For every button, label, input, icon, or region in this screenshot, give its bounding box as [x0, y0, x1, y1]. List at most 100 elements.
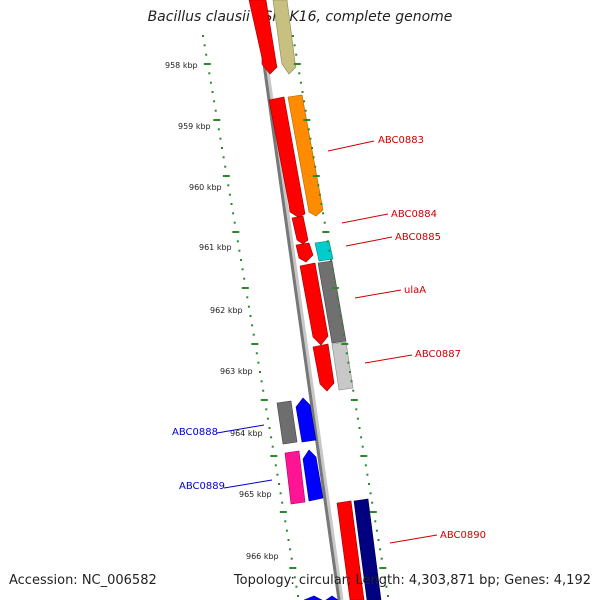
scale-dot	[214, 109, 217, 112]
scale-dot	[268, 427, 271, 429]
scale-dot	[377, 539, 380, 541]
scale-dot	[333, 277, 336, 280]
scale-dot	[240, 259, 242, 261]
scale-dot	[349, 371, 351, 373]
scale-dot	[241, 268, 244, 271]
scale-dot	[266, 417, 269, 420]
scale-major-tick	[270, 455, 278, 457]
gene-label-abc0888[interactable]: ABC0888	[172, 427, 218, 438]
gene-label-abc0889[interactable]: ABC0889	[179, 481, 225, 492]
scale-dot	[379, 548, 382, 551]
scale-dot	[383, 576, 386, 579]
gene-arrow[interactable]	[312, 343, 335, 392]
scale-dot	[347, 361, 350, 364]
gene-arrow[interactable]	[325, 595, 339, 600]
scale-dot	[301, 91, 304, 93]
gene-arrow[interactable]	[353, 498, 382, 600]
topology-text: Topology: circular; Length: 4,303,871 bp…	[233, 573, 591, 588]
gene-label-abc0890[interactable]: ABC0890	[440, 530, 486, 541]
gene-arrow[interactable]	[317, 260, 347, 344]
scale-major-tick	[379, 567, 387, 569]
scale-dot	[358, 427, 361, 429]
scale-dot	[304, 109, 307, 112]
scale-dot	[224, 165, 227, 168]
scale-major-tick	[222, 175, 230, 177]
gene-arrow[interactable]	[295, 397, 317, 443]
scale-dot	[232, 212, 235, 215]
gene-arrow[interactable]	[302, 449, 324, 502]
scale-dot	[307, 128, 310, 131]
leader-line	[364, 354, 413, 364]
gene-label-abc0887[interactable]: ABC0887	[415, 349, 461, 360]
scale-dot	[345, 352, 348, 355]
scale-dot	[247, 305, 250, 308]
scale-major-tick	[213, 119, 221, 121]
gene-arrow[interactable]	[284, 450, 306, 505]
leader-line	[223, 479, 273, 489]
label-leaders	[216, 140, 438, 544]
kbp-tick-labels: 958 kbp 959 kbp 960 kbp 961 kbp 962 kbp …	[165, 61, 279, 561]
scale-major-tick	[303, 119, 311, 121]
gene-arrow[interactable]	[299, 262, 329, 346]
scale-dot	[368, 483, 370, 485]
scale-dot	[221, 147, 223, 149]
gene-label-abc0884[interactable]: ABC0884	[391, 209, 437, 220]
scale-dot	[279, 492, 282, 495]
scale-dot	[309, 137, 312, 140]
scale-dot	[328, 249, 331, 252]
scale-dot	[209, 81, 212, 84]
scale-dot	[260, 380, 263, 383]
scale-ruler-right	[292, 35, 389, 597]
scale-dot	[238, 249, 241, 252]
scale-dot	[259, 371, 261, 373]
scale-dot	[213, 100, 216, 103]
scale-dot	[352, 389, 355, 392]
gene-label-abc0885[interactable]: ABC0885	[395, 232, 441, 243]
scale-dot	[360, 436, 363, 439]
scale-dot	[295, 53, 298, 56]
scale-dot	[342, 333, 345, 336]
scale-dot	[274, 464, 277, 467]
scale-ruler-left	[202, 35, 299, 597]
genome-title: Bacillus clausii KSM-K16, complete genom…	[147, 9, 453, 25]
kbp-label: 963 kbp	[220, 367, 253, 376]
gene-arrow[interactable]	[291, 215, 309, 245]
gene-arrow[interactable]	[295, 242, 314, 263]
scale-dot	[350, 380, 353, 383]
gene-arrow[interactable]	[287, 94, 324, 217]
scale-major-tick	[312, 175, 320, 177]
gene-arrow[interactable]	[303, 595, 323, 600]
scale-dot	[337, 305, 340, 308]
leader-line	[345, 236, 393, 247]
gene-label-abc0883[interactable]: ABC0883	[378, 135, 424, 146]
gene-label-ulaa[interactable]: ulaA	[404, 285, 426, 296]
accession-text: Accession: NC_006582	[9, 573, 157, 588]
scale-dot	[293, 576, 296, 579]
scale-dot	[236, 240, 239, 243]
scale-dot	[369, 492, 372, 495]
scale-dot	[323, 221, 326, 224]
kbp-label: 960 kbp	[189, 183, 222, 192]
scale-dot	[364, 464, 367, 467]
gene-arrow[interactable]	[272, 0, 297, 75]
gene-arrow[interactable]	[336, 500, 365, 600]
scale-dot	[287, 539, 290, 541]
scale-dot	[317, 184, 320, 187]
gene-arrow[interactable]	[314, 240, 334, 262]
scale-dot	[211, 91, 214, 93]
scale-dot	[243, 277, 246, 280]
kbp-label: 959 kbp	[178, 122, 211, 131]
gene-arrow[interactable]	[276, 400, 298, 445]
gene-arrow[interactable]	[331, 341, 354, 391]
scale-dot	[355, 408, 358, 411]
scale-dot	[336, 296, 339, 299]
leader-line	[354, 289, 402, 299]
scale-dot	[339, 315, 342, 317]
gene-arrow[interactable]	[248, 0, 278, 75]
scale-major-tick	[331, 287, 339, 289]
gene-arrow[interactable]	[268, 96, 306, 218]
scale-major-tick	[203, 63, 211, 65]
scale-dot	[385, 585, 388, 588]
scale-major-tick	[279, 511, 287, 513]
